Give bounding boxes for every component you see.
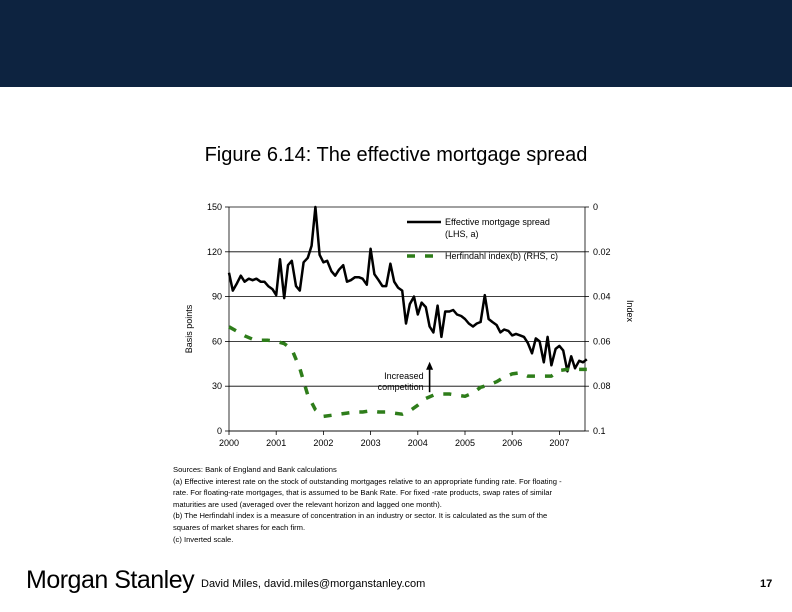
brand-logo: Morgan Stanley	[26, 566, 195, 594]
y-tick-label: 30	[212, 381, 222, 391]
legend-label-1: Effective mortgage spread (LHS, a)	[445, 217, 550, 239]
y2-axis-title: Index	[625, 300, 635, 323]
annotation-arrow-head	[426, 361, 434, 370]
y2-tick-label: 0.1	[593, 426, 606, 436]
chart-series	[227, 205, 588, 419]
note-line: (c) Inverted scale.	[173, 534, 234, 544]
note-line: Sources: Bank of England and Bank calcul…	[173, 465, 337, 474]
y-tick-label: 90	[212, 292, 222, 302]
chart: 0 30 60 90 120 150 0.1 0.08 0.06 0.04 0.02 0 2000 200…	[184, 202, 635, 448]
y2-tick-label: 0.06	[593, 336, 611, 346]
x-tick-label: 2005	[455, 438, 475, 448]
note-line: squares of market shares for each firm.	[173, 522, 306, 532]
y2-tick-label: 0	[593, 202, 598, 212]
page-number: 17	[760, 578, 773, 590]
note-line: (a) Effective interest rate on the stock…	[173, 476, 562, 486]
x-tick-label: 2001	[266, 438, 286, 448]
y-tick-label: 0	[217, 426, 222, 436]
y2-tick-label: 0.04	[593, 292, 611, 302]
y-tick-label: 60	[212, 336, 222, 346]
chart-notes: Sources: Bank of England and Bank calcul…	[173, 464, 643, 545]
figure-title: Figure 6.14: The effective mortgage spre…	[204, 144, 588, 166]
series-line-1	[227, 205, 588, 373]
top-banner	[0, 0, 792, 87]
note-line: (b) The Herfindahl index is a measure of…	[173, 511, 548, 521]
chart-legend: Effective mortgage spread (LHS, a) Herfind…	[407, 217, 558, 261]
footer-author: David Miles, david.miles@morganstanley.c…	[201, 578, 426, 590]
x-tick-label: 2007	[549, 438, 569, 448]
y2-tick-label: 0.02	[593, 247, 611, 257]
x-tick-label: 2002	[313, 438, 333, 448]
series-line-2	[228, 325, 587, 419]
annotation-text: Increased competition	[378, 371, 424, 392]
chart-annotation: Increased competition	[378, 361, 434, 393]
y-tick-label: 150	[207, 202, 222, 212]
y-axis-title: Basis points	[184, 304, 194, 353]
x-tick-label: 2000	[219, 438, 239, 448]
y-tick-label: 120	[207, 247, 222, 257]
x-tick-label: 2003	[361, 438, 381, 448]
chart-axes: 0 30 60 90 120 150 0.1 0.08 0.06 0.04 0.02 0 2000 200…	[184, 202, 635, 448]
note-line: maturities are used (averaged over the r…	[173, 499, 442, 509]
note-line: rate. For floating-rate mortgages, that …	[173, 488, 553, 498]
y2-tick-label: 0.08	[593, 381, 611, 391]
legend-label-2: Herfindahl index(b) (RHS, c)	[445, 251, 558, 261]
x-tick-label: 2004	[408, 438, 428, 448]
x-tick-label: 2006	[502, 438, 522, 448]
